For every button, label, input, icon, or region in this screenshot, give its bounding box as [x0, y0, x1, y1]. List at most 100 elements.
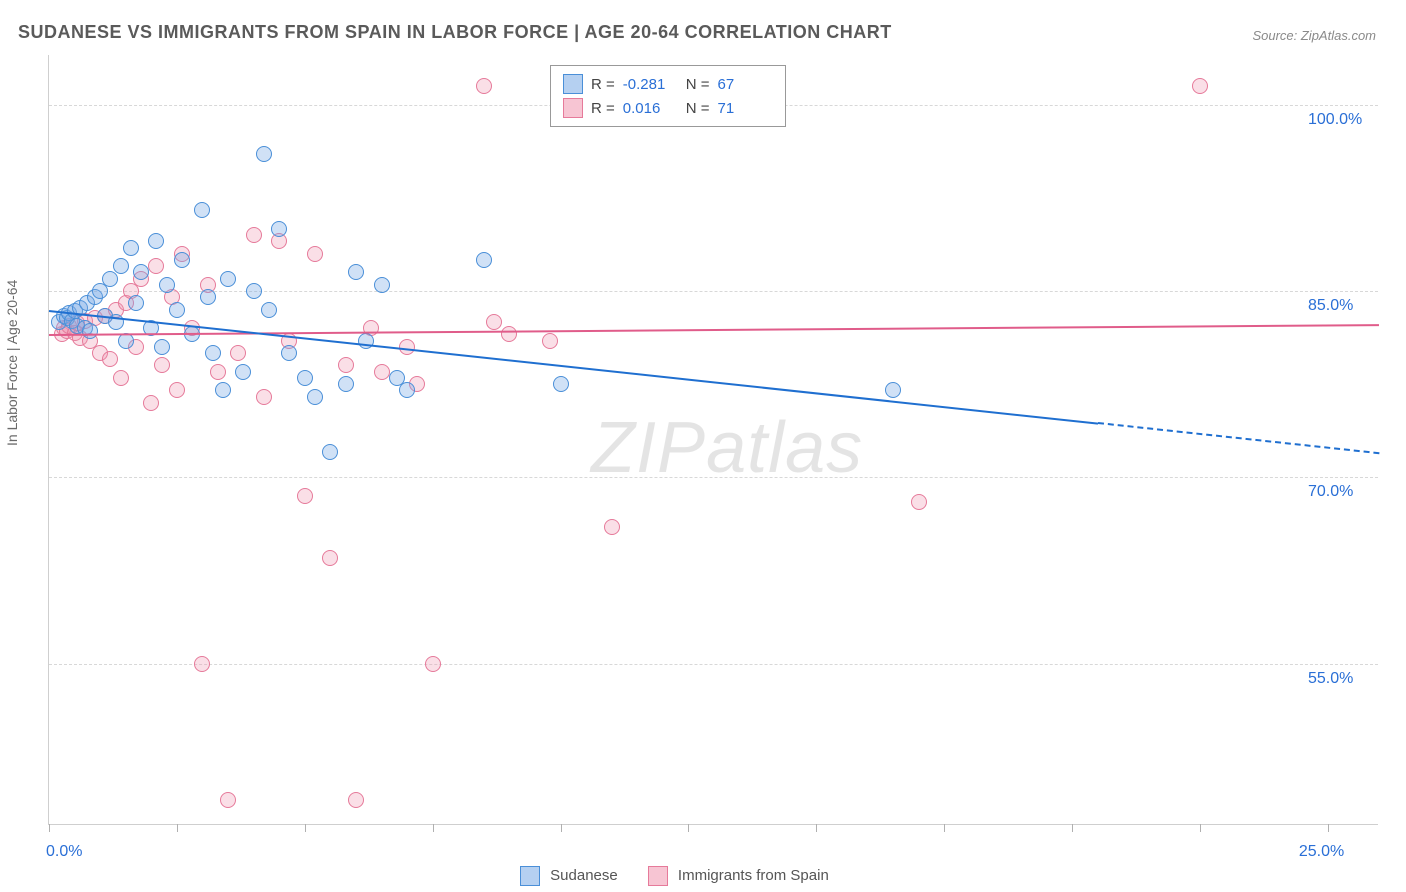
- data-point-blue: [169, 302, 185, 318]
- data-point-blue: [133, 264, 149, 280]
- data-point-blue: [159, 277, 175, 293]
- data-point-blue: [174, 252, 190, 268]
- data-point-pink: [194, 656, 210, 672]
- data-point-blue: [885, 382, 901, 398]
- legend-series: Sudanese Immigrants from Spain: [520, 866, 829, 886]
- legend-n-value-blue: 67: [718, 76, 773, 93]
- legend-swatch-blue: [563, 74, 583, 94]
- x-tick-label-left: 0.0%: [46, 843, 82, 861]
- x-tick: [944, 824, 945, 832]
- x-tick: [49, 824, 50, 832]
- legend-r-label: R =: [591, 76, 615, 93]
- data-point-blue: [148, 233, 164, 249]
- data-point-pink: [148, 258, 164, 274]
- legend-n-value-pink: 71: [718, 100, 773, 117]
- legend-item-pink: Immigrants from Spain: [648, 866, 829, 886]
- data-point-pink: [307, 246, 323, 262]
- data-point-pink: [220, 792, 236, 808]
- data-point-blue: [553, 376, 569, 392]
- data-point-pink: [210, 364, 226, 380]
- data-point-blue: [82, 323, 98, 339]
- y-axis-label: In Labor Force | Age 20-64: [4, 280, 20, 446]
- data-point-blue: [374, 277, 390, 293]
- data-point-blue: [200, 289, 216, 305]
- data-point-blue: [256, 146, 272, 162]
- data-point-pink: [246, 227, 262, 243]
- legend-stats: R = -0.281 N = 67 R = 0.016 N = 71: [550, 65, 786, 127]
- data-point-pink: [425, 656, 441, 672]
- x-tick: [688, 824, 689, 832]
- data-point-pink: [911, 494, 927, 510]
- legend-item-blue: Sudanese: [520, 866, 618, 886]
- data-point-pink: [501, 326, 517, 342]
- x-tick: [1200, 824, 1201, 832]
- data-point-pink: [256, 389, 272, 405]
- data-point-blue: [154, 339, 170, 355]
- data-point-pink: [154, 357, 170, 373]
- data-point-pink: [542, 333, 558, 349]
- data-point-blue: [113, 258, 129, 274]
- x-tick: [177, 824, 178, 832]
- legend-swatch-blue: [520, 866, 540, 886]
- data-point-blue: [476, 252, 492, 268]
- data-point-blue: [205, 345, 221, 361]
- plot-area: ZIPatlas: [48, 55, 1378, 825]
- data-point-blue: [348, 264, 364, 280]
- data-point-blue: [297, 370, 313, 386]
- data-point-blue: [215, 382, 231, 398]
- data-point-blue: [128, 295, 144, 311]
- legend-stats-row-blue: R = -0.281 N = 67: [563, 72, 773, 96]
- x-tick: [305, 824, 306, 832]
- gridline: [49, 477, 1378, 478]
- data-point-blue: [322, 444, 338, 460]
- legend-r-value-blue: -0.281: [623, 76, 678, 93]
- legend-label-pink: Immigrants from Spain: [678, 867, 829, 884]
- data-point-blue: [399, 382, 415, 398]
- x-tick: [561, 824, 562, 832]
- data-point-pink: [1192, 78, 1208, 94]
- legend-swatch-pink: [648, 866, 668, 886]
- data-point-blue: [281, 345, 297, 361]
- data-point-blue: [123, 240, 139, 256]
- y-tick-label: 70.0%: [1308, 483, 1353, 501]
- data-point-pink: [230, 345, 246, 361]
- data-point-pink: [374, 364, 390, 380]
- data-point-blue: [220, 271, 236, 287]
- legend-label-blue: Sudanese: [550, 867, 618, 884]
- data-point-pink: [297, 488, 313, 504]
- data-point-pink: [322, 550, 338, 566]
- legend-n-label: N =: [686, 100, 710, 117]
- chart-title: SUDANESE VS IMMIGRANTS FROM SPAIN IN LAB…: [18, 22, 892, 43]
- data-point-pink: [113, 370, 129, 386]
- y-tick-label: 55.0%: [1308, 670, 1353, 688]
- data-point-pink: [102, 351, 118, 367]
- data-point-blue: [235, 364, 251, 380]
- data-point-blue: [338, 376, 354, 392]
- data-point-pink: [143, 395, 159, 411]
- data-point-pink: [169, 382, 185, 398]
- y-tick-label: 100.0%: [1308, 111, 1362, 129]
- y-tick-label: 85.0%: [1308, 297, 1353, 315]
- data-point-pink: [604, 519, 620, 535]
- data-point-blue: [271, 221, 287, 237]
- x-tick: [433, 824, 434, 832]
- x-tick: [816, 824, 817, 832]
- trendline-blue-dashed: [1098, 422, 1380, 454]
- data-point-blue: [194, 202, 210, 218]
- data-point-pink: [348, 792, 364, 808]
- gridline: [49, 664, 1378, 665]
- data-point-blue: [246, 283, 262, 299]
- data-point-blue: [261, 302, 277, 318]
- source-attribution: Source: ZipAtlas.com: [1252, 28, 1376, 43]
- legend-r-label: R =: [591, 100, 615, 117]
- legend-r-value-pink: 0.016: [623, 100, 678, 117]
- legend-n-label: N =: [686, 76, 710, 93]
- data-point-pink: [486, 314, 502, 330]
- data-point-pink: [338, 357, 354, 373]
- data-point-pink: [476, 78, 492, 94]
- x-tick: [1328, 824, 1329, 832]
- x-tick-label-right: 25.0%: [1299, 843, 1344, 861]
- x-tick: [1072, 824, 1073, 832]
- legend-swatch-pink: [563, 98, 583, 118]
- data-point-blue: [307, 389, 323, 405]
